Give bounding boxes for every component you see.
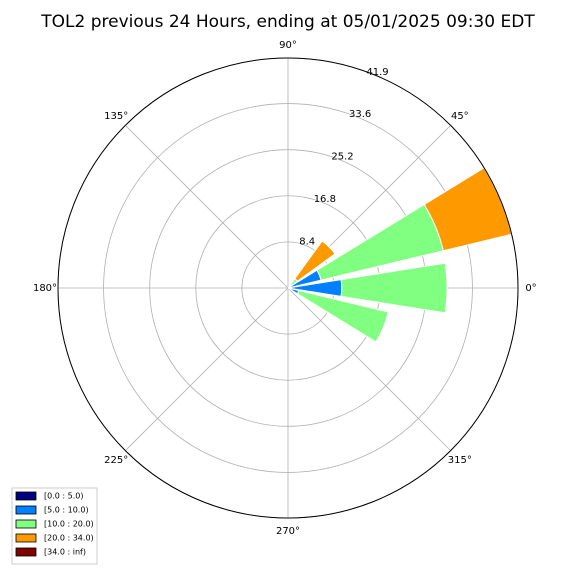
legend-label: [5.0 : 10.0)	[44, 506, 89, 515]
theta-tick-label: 315°	[448, 455, 472, 466]
legend-swatch	[15, 505, 37, 515]
legend-label: [0.0 : 5.0)	[44, 492, 83, 501]
legend-swatch	[15, 533, 37, 543]
theta-tick-label: 45°	[451, 111, 469, 122]
theta-tick-label: 90°	[279, 40, 297, 51]
legend-swatch	[15, 519, 37, 529]
r-tick-label: 16.8	[314, 194, 336, 205]
grid-spoke	[287, 287, 451, 451]
theta-tick-label: 0°	[525, 283, 536, 294]
legend-label: [10.0 : 20.0)	[44, 520, 94, 529]
r-tick-label: 33.6	[349, 109, 371, 120]
polar-spine	[57, 57, 519, 519]
r-tick-label: 25.2	[331, 152, 353, 163]
legend-label: [34.0 : inf)	[44, 548, 86, 557]
theta-tick-label: 270°	[276, 526, 300, 537]
grid-spoke	[125, 287, 289, 451]
theta-tick-label: 225°	[104, 455, 128, 466]
theta-tick-label: 180°	[33, 283, 57, 294]
legend-swatch	[15, 491, 37, 501]
grid-spoke	[125, 125, 289, 289]
chart-title: TOL2 previous 24 Hours, ending at 05/01/…	[40, 12, 535, 32]
r-tick-label: 41.9	[366, 67, 388, 78]
legend-swatch	[15, 547, 37, 557]
legend-label: [20.0 : 34.0)	[44, 534, 94, 543]
r-tick-label: 8.4	[299, 237, 315, 248]
theta-tick-label: 135°	[104, 111, 128, 122]
